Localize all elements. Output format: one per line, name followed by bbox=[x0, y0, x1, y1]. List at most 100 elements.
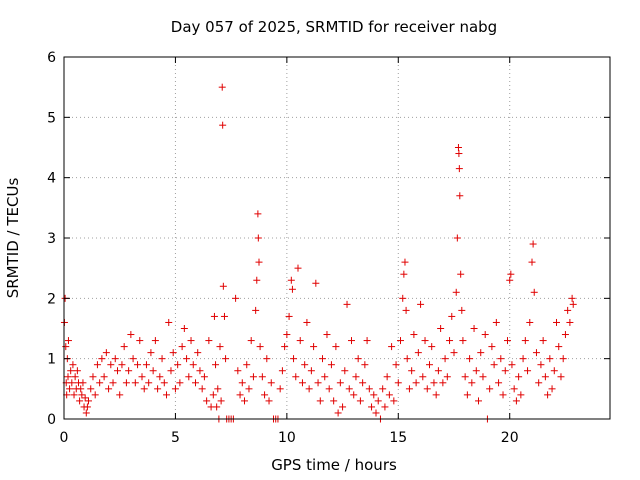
data-point bbox=[156, 373, 164, 381]
data-point bbox=[441, 355, 449, 363]
data-point bbox=[68, 379, 76, 387]
data-point bbox=[267, 379, 275, 387]
data-point bbox=[557, 373, 565, 381]
data-point bbox=[321, 373, 329, 381]
data-point bbox=[501, 367, 509, 375]
data-point bbox=[495, 379, 503, 387]
data-point bbox=[345, 385, 353, 393]
data-point bbox=[140, 385, 148, 393]
data-point bbox=[210, 312, 218, 320]
data-point bbox=[149, 367, 157, 375]
data-point bbox=[303, 318, 311, 326]
data-point bbox=[310, 343, 318, 351]
data-point bbox=[294, 264, 302, 272]
data-point bbox=[138, 373, 146, 381]
data-point bbox=[113, 367, 121, 375]
data-point bbox=[564, 306, 572, 314]
data-point bbox=[176, 379, 184, 387]
data-point bbox=[71, 373, 79, 381]
data-point bbox=[521, 337, 529, 345]
data-point bbox=[550, 367, 558, 375]
data-point bbox=[507, 270, 515, 278]
y-tick-label: 5 bbox=[47, 110, 56, 126]
data-point bbox=[127, 331, 135, 339]
data-point bbox=[158, 355, 166, 363]
data-point bbox=[361, 361, 369, 369]
data-point bbox=[111, 355, 119, 363]
data-point bbox=[448, 312, 456, 320]
data-point bbox=[350, 391, 358, 399]
data-point bbox=[466, 355, 474, 363]
data-point bbox=[243, 361, 251, 369]
data-point bbox=[454, 144, 462, 151]
data-point bbox=[390, 397, 398, 405]
data-point bbox=[368, 403, 376, 411]
data-point bbox=[456, 192, 464, 200]
data-point bbox=[327, 361, 335, 369]
data-point bbox=[89, 373, 97, 381]
y-tick-label: 1 bbox=[47, 352, 56, 368]
data-point bbox=[147, 349, 155, 357]
data-point bbox=[134, 361, 142, 369]
data-point bbox=[399, 294, 407, 302]
data-point bbox=[285, 312, 293, 320]
data-point bbox=[403, 355, 411, 363]
data-point bbox=[506, 276, 514, 284]
data-point bbox=[423, 385, 431, 393]
data-point bbox=[252, 306, 260, 314]
data-point bbox=[236, 391, 244, 399]
data-point bbox=[347, 337, 355, 345]
data-point bbox=[122, 379, 130, 387]
data-point bbox=[214, 385, 222, 393]
data-point bbox=[213, 403, 221, 411]
data-point bbox=[383, 373, 391, 381]
data-point bbox=[457, 270, 465, 278]
data-point bbox=[187, 337, 195, 345]
x-tick-label: 20 bbox=[501, 430, 519, 446]
data-point bbox=[488, 343, 496, 351]
data-point bbox=[205, 337, 213, 345]
data-point bbox=[388, 343, 396, 351]
data-point bbox=[171, 385, 179, 393]
data-point bbox=[392, 361, 400, 369]
data-point bbox=[459, 337, 467, 345]
data-point bbox=[238, 379, 246, 387]
data-point bbox=[102, 349, 110, 357]
data-point bbox=[249, 373, 257, 381]
data-point bbox=[234, 367, 242, 375]
data-point bbox=[372, 409, 380, 417]
data-point bbox=[569, 300, 577, 308]
data-point bbox=[263, 355, 271, 363]
data-point bbox=[455, 150, 463, 158]
data-point bbox=[419, 373, 427, 381]
data-point bbox=[394, 379, 402, 387]
data-point bbox=[255, 258, 263, 266]
data-point bbox=[218, 83, 226, 91]
data-point bbox=[512, 397, 520, 405]
data-point bbox=[428, 343, 436, 351]
data-point bbox=[541, 373, 549, 381]
data-point bbox=[189, 361, 197, 369]
data-point bbox=[343, 300, 351, 308]
data-point bbox=[83, 403, 91, 411]
data-point bbox=[258, 373, 266, 381]
data-point bbox=[566, 318, 574, 326]
data-point bbox=[330, 397, 338, 405]
x-axis-ticks: 0 5 10 15 20 bbox=[60, 57, 519, 446]
data-point bbox=[526, 318, 534, 326]
data-point bbox=[405, 385, 413, 393]
data-point bbox=[200, 373, 208, 381]
data-point bbox=[410, 331, 418, 339]
data-point bbox=[334, 409, 342, 417]
data-point bbox=[430, 379, 438, 387]
data-point bbox=[446, 337, 454, 345]
data-point bbox=[312, 279, 320, 287]
data-point bbox=[437, 325, 445, 332]
data-point bbox=[546, 355, 554, 363]
data-point bbox=[530, 288, 538, 296]
data-point bbox=[194, 349, 202, 357]
data-point bbox=[253, 276, 261, 284]
data-point bbox=[519, 355, 527, 363]
data-point bbox=[316, 397, 324, 405]
data-point bbox=[365, 385, 373, 393]
